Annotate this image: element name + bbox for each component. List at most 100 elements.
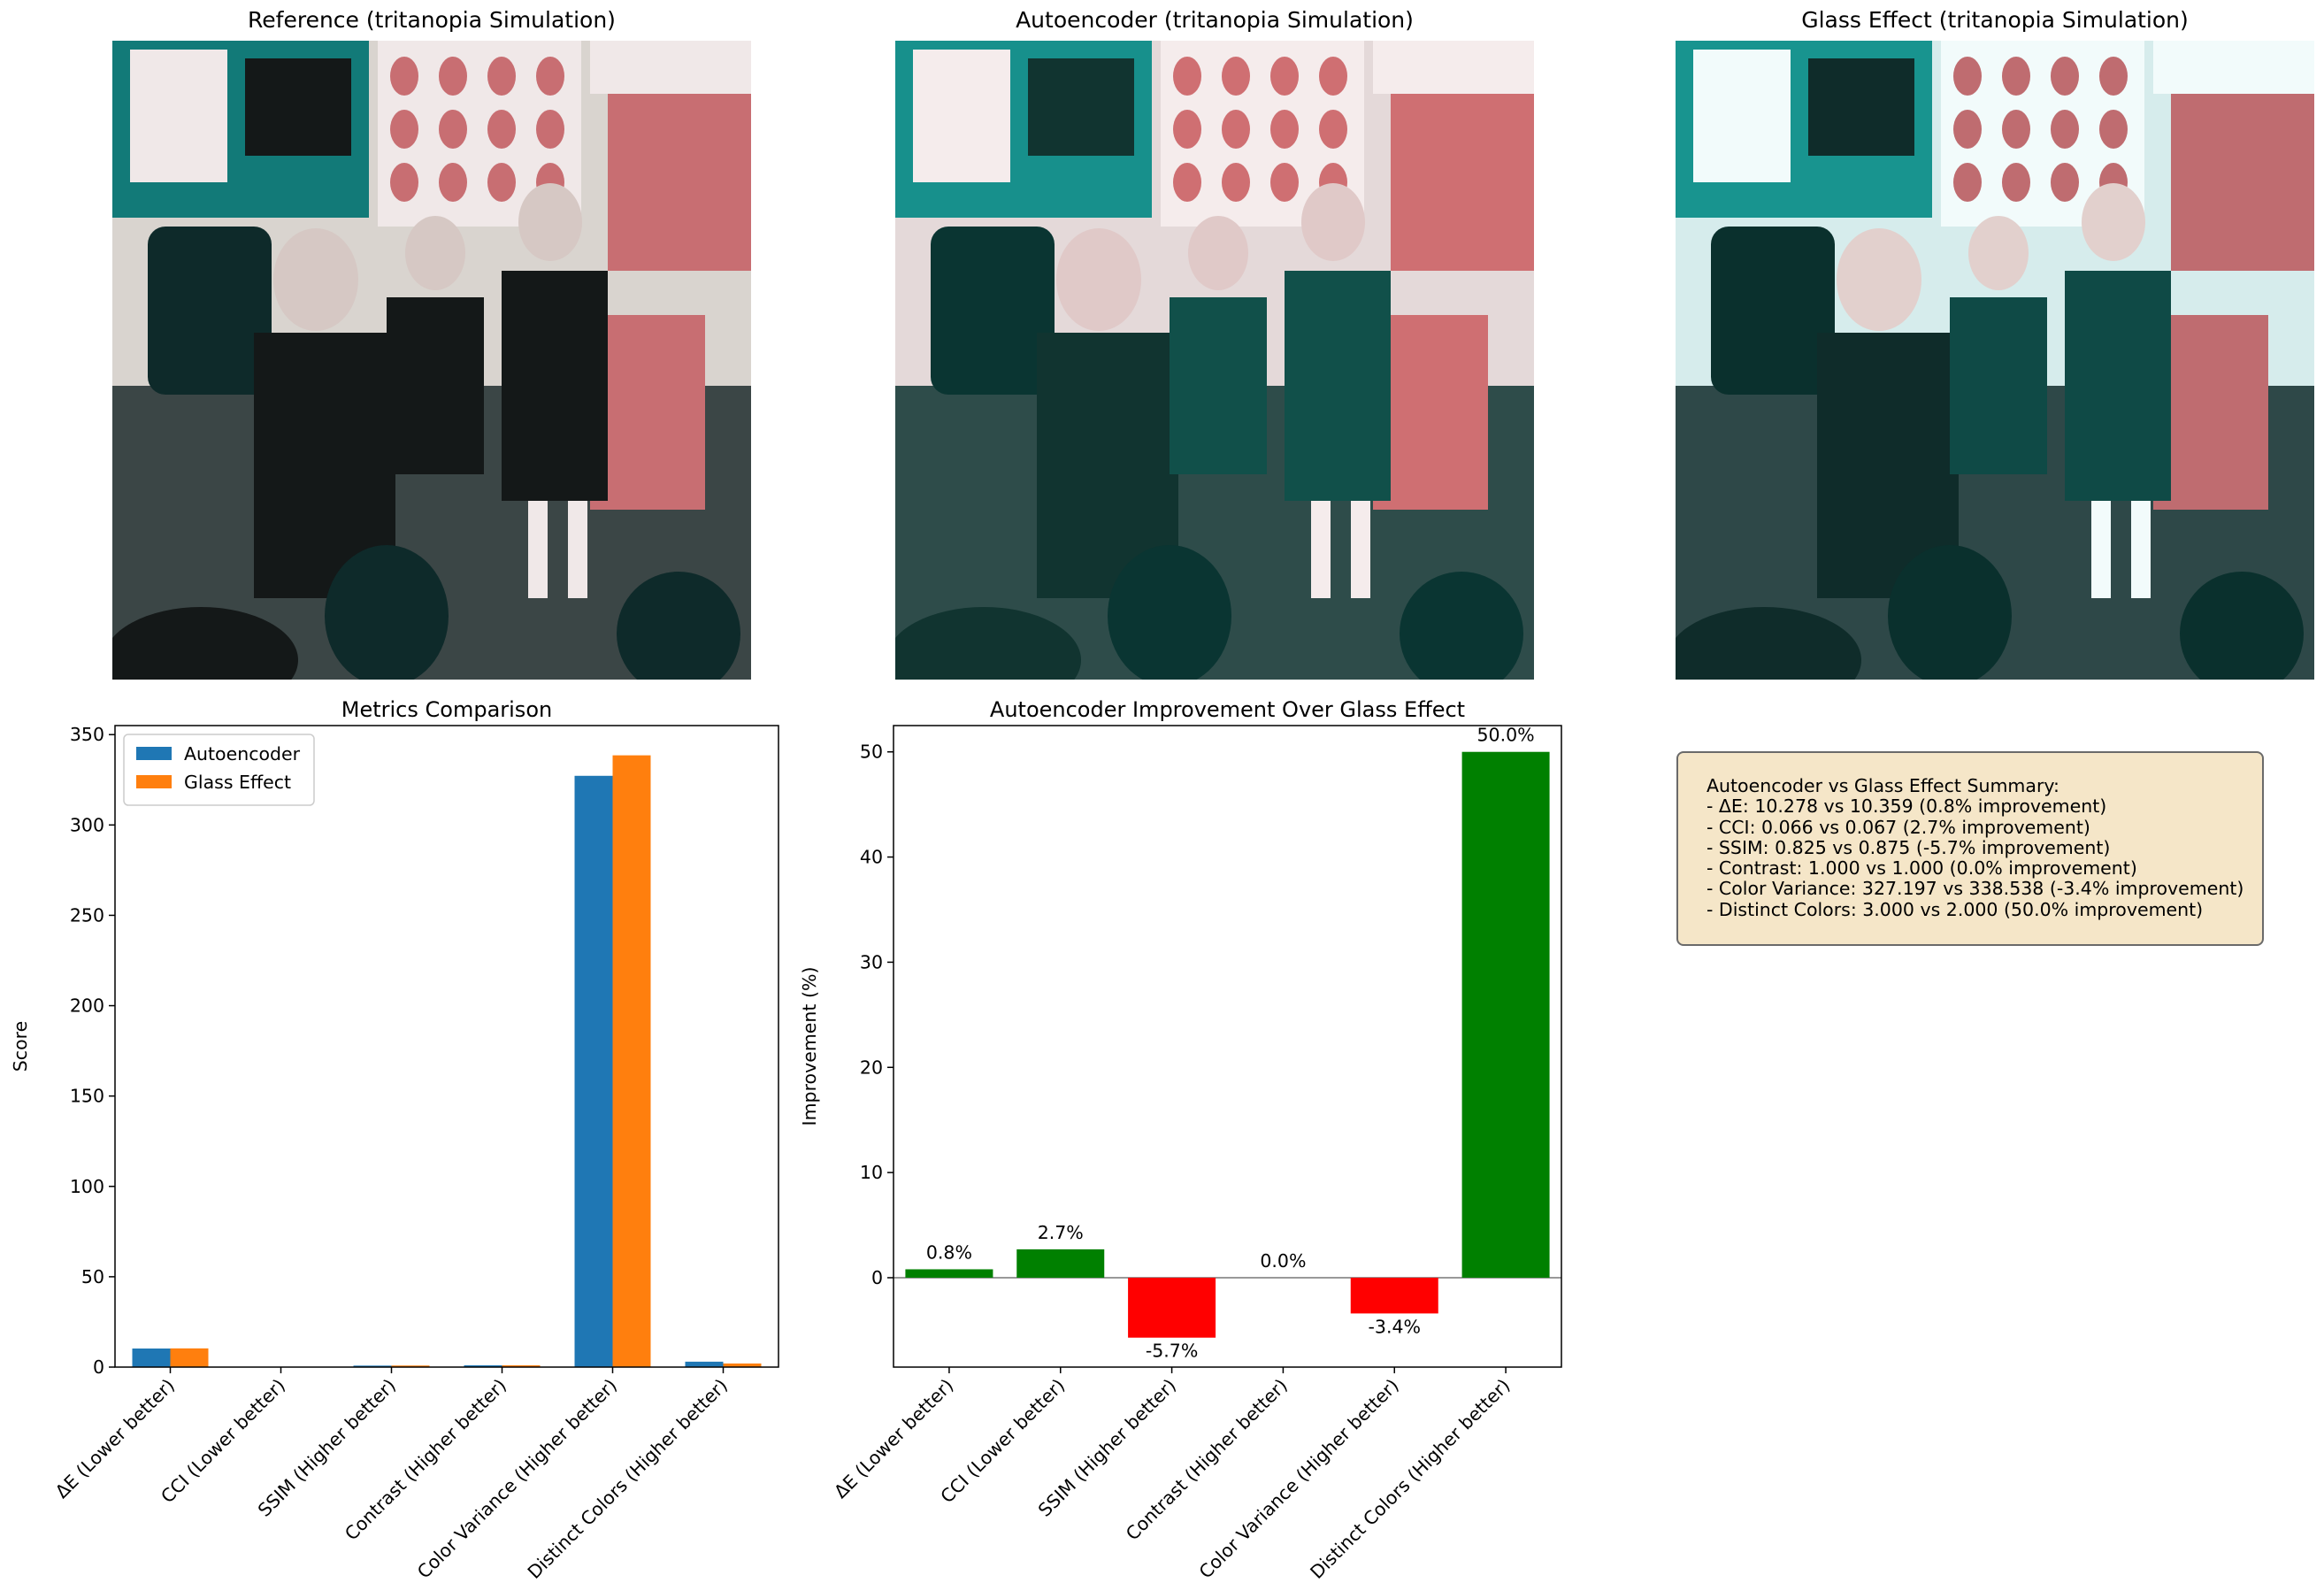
y-tick-label: 300 [70, 814, 104, 835]
bar-value-label: 0.0% [1260, 1250, 1306, 1272]
balloon-picture [1173, 163, 1201, 202]
y-tick-label: 250 [70, 904, 104, 926]
bar-glass-effect [502, 1364, 541, 1367]
pupil-head [2180, 572, 2304, 680]
y-tick-label: 30 [860, 951, 883, 972]
y-axis-label: Improvement (%) [799, 967, 820, 1126]
legend-label-autoencoder: Autoencoder [184, 743, 301, 765]
y-tick-label: 40 [860, 847, 883, 868]
pupil-head [1676, 607, 1861, 680]
child-right-face [2082, 183, 2145, 261]
summary-line-delta-e: - ΔE: 10.278 vs 10.359 (0.8% improvement… [1707, 795, 2107, 818]
balloon-picture [1222, 110, 1250, 149]
chart-title: Autoencoder Improvement Over Glass Effec… [990, 697, 1465, 722]
child-left-body [387, 297, 484, 474]
bar-autoencoder [353, 1365, 392, 1367]
chart-title: Metrics Comparison [341, 697, 552, 722]
poster [130, 50, 227, 182]
balloon-picture [487, 110, 516, 149]
sock-left [2091, 501, 2111, 598]
y-tick-label: 200 [70, 995, 104, 1017]
x-tick-label: Distinct Colors (Higher better) [524, 1375, 732, 1583]
x-tick-label: CCI (Lower better) [936, 1375, 1069, 1508]
y-tick-label: 10 [860, 1162, 883, 1183]
balloon-picture [2051, 110, 2079, 149]
teacher-face [273, 228, 358, 331]
y-tick-label: 350 [70, 724, 104, 745]
summary-line-cci: - CCI: 0.066 vs 0.067 (2.7% improvement) [1707, 816, 2090, 838]
balloon-picture [1270, 110, 1299, 149]
balloon-picture [1173, 57, 1201, 96]
red-board [1391, 94, 1534, 271]
child-left-face [1968, 216, 2029, 290]
balloon-picture [439, 57, 467, 96]
pupil-head [895, 607, 1081, 680]
balloon-picture [2002, 110, 2030, 149]
summary-line-distinct-colors: - Distinct Colors: 3.000 vs 2.000 (50.0%… [1707, 898, 2204, 920]
plot-frame [893, 725, 1562, 1368]
x-tick-label: Color Variance (Higher better) [413, 1375, 621, 1583]
photo-reference [112, 41, 751, 680]
bar-autoencoder [685, 1361, 724, 1367]
balloon-picture [1173, 110, 1201, 149]
y-tick-label: 20 [860, 1057, 883, 1078]
child-right-face [1301, 183, 1365, 261]
balloon-picture [439, 163, 467, 202]
balloon-picture [487, 163, 516, 202]
sock-right [1351, 501, 1370, 598]
bar-value-label: 2.7% [1038, 1222, 1084, 1243]
balloon-picture [1953, 110, 1982, 149]
window [2153, 41, 2314, 94]
balloon-picture [1270, 163, 1299, 202]
office-chair [148, 227, 272, 395]
balloon-picture [2051, 163, 2079, 202]
improvement-chart: Autoencoder Improvement Over Glass Effec… [799, 697, 1562, 1583]
summary-line-color-variance: - Color Variance: 327.197 vs 338.538 (-3… [1707, 878, 2244, 900]
legend-swatch-autoencoder [136, 747, 172, 760]
photo-title-reference: Reference (tritanopia Simulation) [248, 7, 616, 33]
improvement-bar [1461, 751, 1550, 1278]
red-board [608, 94, 751, 271]
sock-right [568, 501, 587, 598]
legend-label-glass-effect: Glass Effect [184, 772, 291, 793]
y-axis-label: Score [10, 1021, 31, 1072]
summary-line-contrast: - Contrast: 1.000 vs 1.000 (0.0% improve… [1707, 857, 2137, 880]
improvement-bar [1016, 1249, 1105, 1278]
drawer-unit [2153, 315, 2268, 510]
balloon-picture [2099, 110, 2128, 149]
y-tick-label: 50 [860, 742, 883, 763]
balloon-picture [536, 57, 564, 96]
window [590, 41, 751, 94]
bar-glass-effect [612, 755, 651, 1367]
child-left-face [405, 216, 465, 290]
balloon-picture [1953, 57, 1982, 96]
photo-autoencoder [895, 41, 1534, 680]
improvement-bar [1128, 1277, 1216, 1338]
pupil-head [1888, 545, 2012, 680]
pupil-head [1400, 572, 1523, 680]
sock-left [1311, 501, 1331, 598]
balloon-picture [390, 110, 418, 149]
child-left-body [1950, 297, 2047, 474]
child-right-body [2065, 271, 2171, 501]
summary-title: Autoencoder vs Glass Effect Summary: [1707, 775, 2059, 796]
summary-box: Autoencoder vs Glass Effect Summary: - Δ… [1676, 751, 2264, 946]
balloon-picture [536, 110, 564, 149]
balloon-picture [2099, 57, 2128, 96]
legend-swatch-glass-effect [136, 775, 172, 788]
pupil-head [325, 545, 449, 680]
balloon-picture [1270, 57, 1299, 96]
sock-left [528, 501, 548, 598]
bar-autoencoder [574, 775, 613, 1367]
drawer-unit [1373, 315, 1488, 510]
balloon-picture [1222, 57, 1250, 96]
pupil-head [112, 607, 298, 680]
teacher-face [1056, 228, 1141, 331]
balloon-picture [439, 110, 467, 149]
notice-board [1808, 58, 1914, 156]
pupil-head [1108, 545, 1231, 680]
notice-board [245, 58, 351, 156]
balloon-picture [1222, 163, 1250, 202]
balloon-picture [390, 57, 418, 96]
x-tick-label: CCI (Lower better) [157, 1375, 289, 1508]
